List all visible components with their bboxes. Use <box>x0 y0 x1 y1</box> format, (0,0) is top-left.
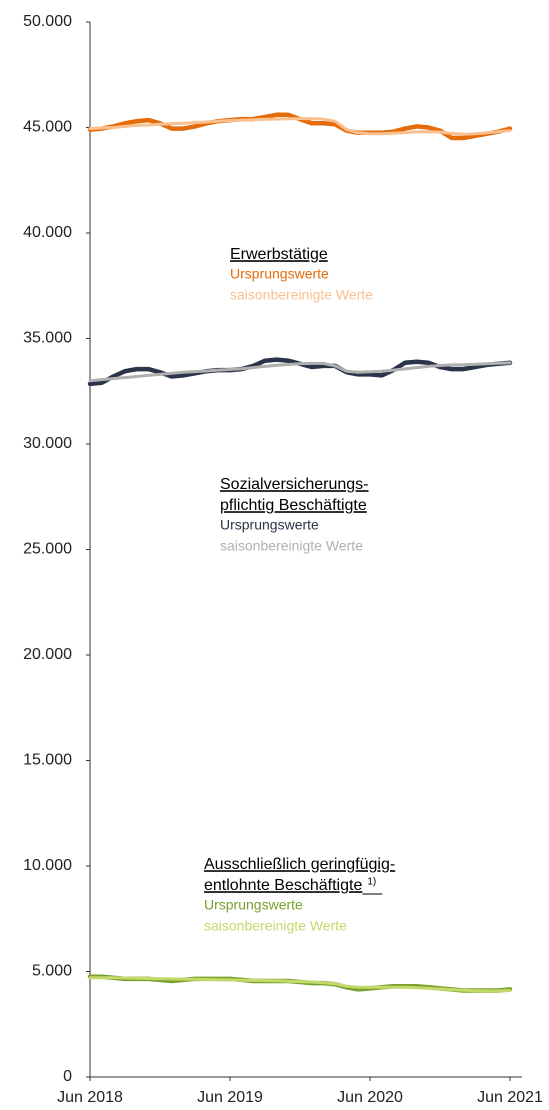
y-tick-label: 40.000 <box>23 224 72 241</box>
y-tick-label: 50.000 <box>23 13 72 30</box>
legend-title: Sozialversicherungs- <box>220 476 369 493</box>
y-tick-label: 30.000 <box>23 435 72 452</box>
y-tick-label: 0 <box>63 1068 72 1085</box>
y-tick-label: 45.000 <box>23 119 72 136</box>
series-line <box>88 117 512 136</box>
series-line <box>88 361 512 383</box>
legend-entry: Ursprungswerte <box>230 266 329 282</box>
legend-title: pflichtig Beschäftigte <box>220 497 367 514</box>
legend-entry: saisonbereinigte Werte <box>230 287 373 303</box>
y-tick-label: 25.000 <box>23 541 72 558</box>
legend-title: Erwerbstätige <box>230 246 328 263</box>
y-tick-label: 15.000 <box>23 752 72 769</box>
y-tick-label: 10.000 <box>23 857 72 874</box>
legend-entry: saisonbereinigte Werte <box>220 538 363 554</box>
footnote-mark: 1) <box>367 877 376 888</box>
legend-entry: saisonbereinigte Werte <box>204 918 347 934</box>
x-tick-label: Jun 2019 <box>197 1089 263 1106</box>
y-tick-label: 5.000 <box>32 963 72 980</box>
x-tick-label: Jun 2018 <box>57 1089 123 1106</box>
x-tick-label: Jun 2020 <box>337 1089 403 1106</box>
y-tick-label: 20.000 <box>23 646 72 663</box>
x-tick-label: Jun 2021 <box>477 1089 543 1106</box>
y-tick-label: 35.000 <box>23 330 72 347</box>
series-line <box>88 976 512 993</box>
legend-title: Ausschließlich geringfügig- <box>204 856 395 873</box>
legend-entry: Ursprungswerte <box>204 897 303 913</box>
legend-title: entlohnte Beschäftigte <box>204 877 362 894</box>
legend-entry: Ursprungswerte <box>220 517 319 533</box>
